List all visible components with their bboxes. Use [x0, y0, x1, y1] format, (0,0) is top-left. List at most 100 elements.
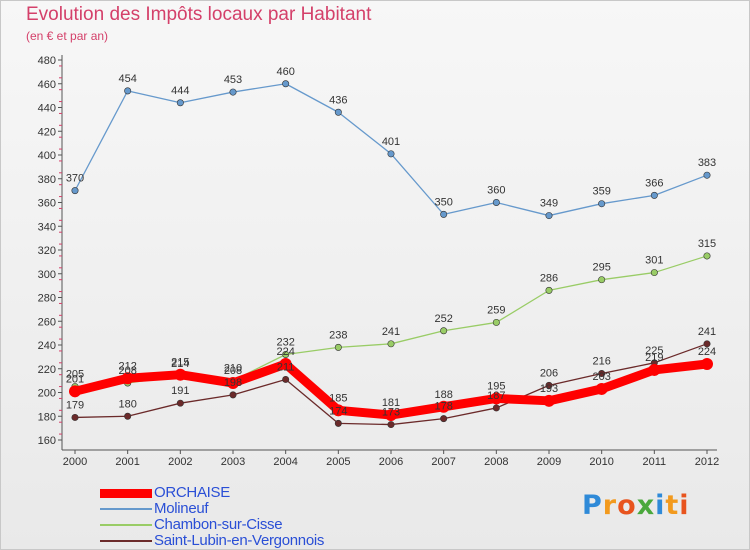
data-point [387, 150, 395, 158]
data-label: 195 [487, 380, 505, 392]
y-tick-label: 320 [38, 245, 56, 257]
data-label: 241 [698, 326, 716, 338]
data-point [282, 80, 290, 88]
legend-label: ORCHAISE [154, 484, 230, 501]
data-point [227, 377, 239, 389]
legend-swatch [100, 524, 152, 526]
data-label: 206 [540, 367, 558, 379]
data-point [69, 385, 81, 398]
x-tick-label: 2012 [695, 456, 719, 468]
data-label: 370 [66, 173, 84, 185]
x-tick-label: 2010 [589, 456, 613, 468]
data-point [543, 394, 555, 407]
data-point [650, 191, 658, 199]
data-label: 214 [171, 358, 189, 370]
data-label: 188 [434, 389, 452, 401]
data-point [595, 382, 608, 395]
data-point [71, 187, 79, 195]
data-label: 225 [645, 345, 663, 357]
data-label: 359 [592, 186, 610, 198]
data-point [545, 212, 553, 220]
logo-letter: i [679, 490, 690, 521]
data-label: 181 [382, 397, 400, 409]
data-label: 232 [276, 337, 294, 349]
logo-letter: x [636, 490, 656, 521]
data-point [545, 381, 553, 389]
data-labels-layer: 370 454 444 453 460 436 401 350 360 349 359 366 383 2… [66, 66, 716, 419]
data-label: 401 [382, 136, 400, 148]
data-label: 219 [645, 352, 663, 364]
series-line-2 [74, 255, 708, 388]
data-point [229, 88, 237, 96]
x-tick-label: 2011 [643, 456, 667, 468]
data-label: 205 [66, 369, 84, 381]
data-label: 203 [592, 371, 610, 383]
x-tick-label: 2004 [273, 456, 297, 468]
data-point [387, 340, 395, 348]
y-tick-label: 480 [38, 55, 56, 67]
y-tick-label: 380 [38, 174, 56, 186]
legend-label: Molineuf [154, 500, 209, 517]
proxiti-logo: Proxiti [582, 490, 690, 521]
data-label: 174 [329, 405, 347, 417]
y-tick-label: 400 [38, 150, 56, 162]
data-point [334, 108, 342, 116]
data-point [492, 318, 500, 326]
logo-letter: o [617, 490, 637, 521]
data-label: 238 [329, 329, 347, 341]
legend-label: Saint-Lubin-en-Vergonnois [154, 532, 325, 549]
x-tick-label: 2007 [431, 456, 455, 468]
data-point [440, 327, 448, 335]
data-point [229, 391, 237, 399]
data-label: 198 [224, 377, 242, 389]
data-point [279, 358, 292, 370]
data-label: 208 [118, 365, 136, 377]
x-tick-label: 2005 [326, 456, 350, 468]
data-point [124, 87, 132, 95]
data-point [598, 369, 606, 377]
data-label: 191 [171, 385, 189, 397]
data-label: 315 [698, 238, 716, 250]
data-label: 224 [276, 346, 294, 358]
x-tick-label: 2001 [115, 456, 139, 468]
data-label: 224 [698, 346, 716, 358]
data-label: 436 [329, 94, 347, 106]
data-point [174, 368, 187, 381]
data-point [598, 200, 606, 208]
data-label: 178 [434, 401, 452, 413]
chart-axes: 160 180 200 220 240 260 280 300 320 340 360 380 400 4… [38, 55, 719, 468]
data-point [334, 343, 342, 351]
data-point [703, 171, 711, 179]
data-label: 453 [224, 74, 242, 86]
legend-swatch [100, 508, 152, 510]
data-point [176, 99, 184, 107]
x-tick-label: 2008 [484, 456, 508, 468]
y-tick-label: 200 [38, 388, 56, 400]
data-label: 216 [592, 356, 610, 368]
y-tick-label: 260 [38, 316, 56, 328]
series-line-1 [74, 83, 708, 217]
logo-letter: t [665, 490, 680, 521]
data-label: 301 [645, 255, 663, 267]
data-label: 360 [487, 185, 505, 197]
data-label: 454 [118, 73, 136, 85]
data-label: 366 [645, 177, 663, 189]
data-label: 193 [540, 383, 558, 395]
data-label: 383 [698, 157, 716, 169]
data-point [703, 340, 711, 348]
data-point [650, 269, 658, 277]
data-point [387, 421, 395, 429]
legend-label: Chambon-sur-Cisse [154, 516, 283, 533]
data-point [334, 419, 342, 427]
data-point [492, 199, 500, 207]
data-point [490, 392, 503, 405]
data-point [332, 404, 345, 417]
logo-letter: P [582, 490, 603, 521]
data-label: 187 [487, 390, 505, 402]
data-point [648, 363, 661, 376]
data-point [282, 375, 290, 383]
data-label: 179 [66, 399, 84, 411]
data-point [437, 400, 450, 413]
data-point [703, 252, 711, 260]
